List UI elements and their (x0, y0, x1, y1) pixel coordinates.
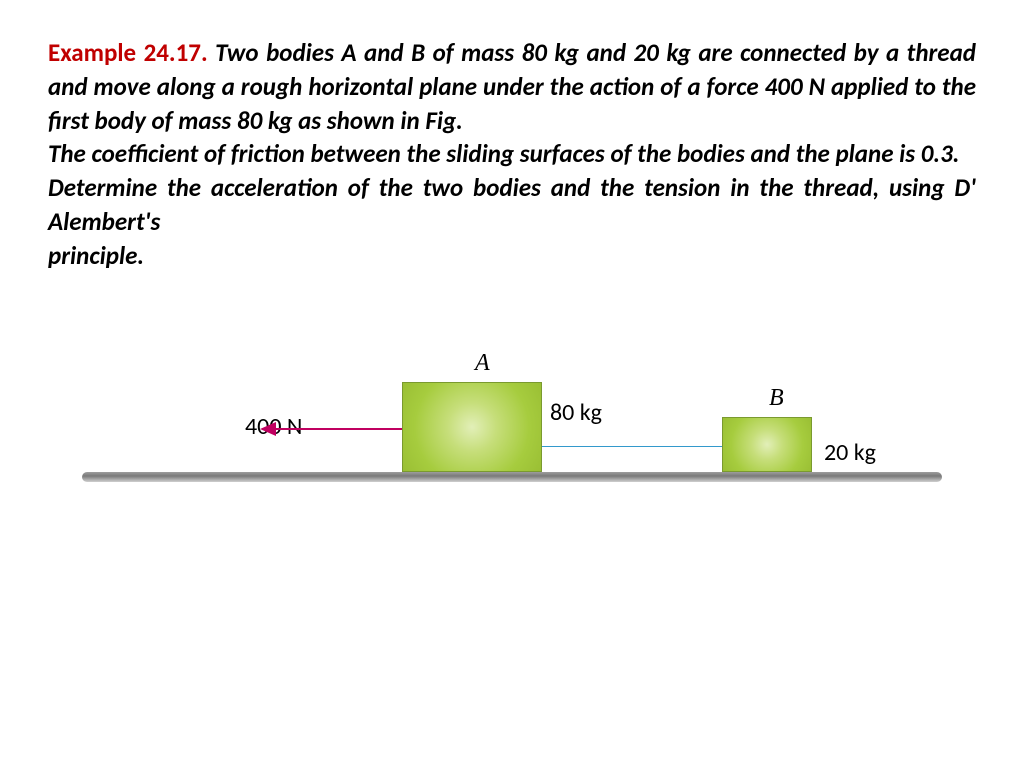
block-a-mass: 80 kg (550, 398, 602, 427)
problem-line-3: Determine the acceleration of the two bo… (48, 172, 976, 237)
ground-surface (82, 472, 942, 482)
force-arrow-icon (262, 428, 402, 430)
example-number: Example 24.17. (48, 37, 208, 68)
problem-statement: Example 24.17. Two bodies A and B of mas… (48, 36, 976, 272)
block-a (402, 382, 542, 472)
block-b-label: B (769, 385, 784, 412)
block-b (722, 417, 812, 472)
connecting-thread (542, 446, 722, 448)
problem-line-2: The coefficient of friction between the … (48, 138, 959, 169)
problem-line-4: principle. (48, 240, 144, 271)
block-b-mass: 20 kg (824, 438, 876, 467)
physics-figure: A B 400 N 80 kg 20 kg (82, 302, 942, 532)
block-a-label: A (475, 350, 490, 377)
